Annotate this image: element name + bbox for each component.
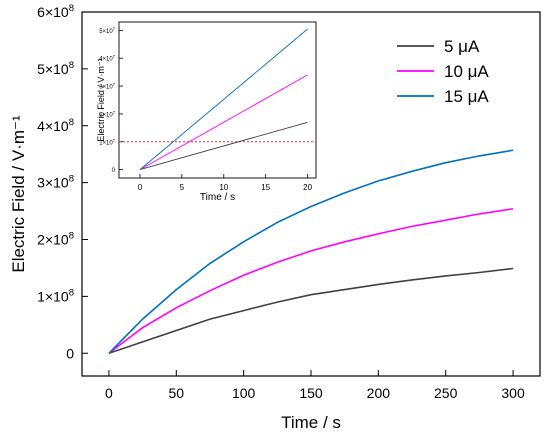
legend: 5 μA 10 μA 15 μA <box>397 37 489 106</box>
x-tick-label: 50 <box>169 385 185 401</box>
inset-x-tick-label: 5 <box>180 183 185 192</box>
inset-plot: 0 5 10 15 20 0 1×107 2×107 3×107 4×107 5×107 Time /… <box>96 21 317 203</box>
series-line <box>108 208 514 354</box>
x-tick-label: 300 <box>501 385 525 401</box>
inset-series-line <box>139 74 308 170</box>
y-tick-label: 5×108 <box>37 60 74 77</box>
y-tick-label: 4×108 <box>37 117 74 134</box>
x-tick-label: 100 <box>232 385 256 401</box>
y-tick-label: 1×108 <box>37 287 74 304</box>
inset-y-tick-label: 0 <box>112 168 116 174</box>
inset-series-line <box>139 28 308 170</box>
series-line <box>108 149 514 354</box>
legend-label: 15 μA <box>444 87 489 106</box>
inset-y-tick-label: 1×107 <box>99 138 116 147</box>
y-tick-label: 6×108 <box>37 3 74 20</box>
inset-y-tick-label: 4×107 <box>99 54 116 63</box>
inset-y-tick-label: 3×107 <box>99 82 116 91</box>
x-tick-label: 200 <box>367 385 391 401</box>
x-axis-title: Time / s <box>281 413 341 432</box>
inset-x-tick-label: 15 <box>261 183 270 192</box>
x-tick-label: 0 <box>105 385 113 401</box>
x-tick-label: 250 <box>434 385 458 401</box>
inset-x-tick-label: 20 <box>303 183 312 192</box>
inset-x-tick-label: 0 <box>138 183 143 192</box>
x-tick-label: 150 <box>299 385 323 401</box>
y-tick-label: 3×108 <box>37 174 74 191</box>
inset-y-tick-label: 5×107 <box>99 26 116 35</box>
inset-y-axis-title: Electric Field / V·m⁻¹ <box>96 58 106 141</box>
y-tick-label: 0 <box>66 345 74 361</box>
legend-label: 5 μA <box>444 37 480 56</box>
legend-label: 10 μA <box>444 62 489 81</box>
inset-x-axis-title: Time / s <box>200 192 235 203</box>
series-line <box>108 267 514 355</box>
main-plot: 0 50 100 150 200 250 30001×1082×1083×1084×1085… <box>9 3 541 432</box>
y-tick-label: 2×108 <box>37 231 74 248</box>
inset-frame <box>118 21 317 179</box>
inset-series-line <box>139 121 308 171</box>
y-axis-title: Electric Field / V·m⁻¹ <box>9 115 28 273</box>
inset-x-tick-label: 10 <box>219 183 228 192</box>
inset-y-tick-label: 2×107 <box>99 110 116 119</box>
